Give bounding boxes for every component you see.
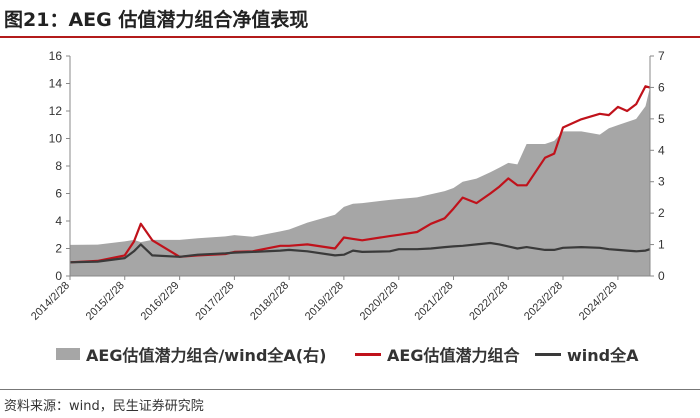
ratio-area-layer <box>70 87 650 277</box>
legend-swatch-ratio <box>56 348 80 360</box>
left-axis-tick-label: 16 <box>49 49 63 63</box>
x-axis-tick-label: 2018/2/28 <box>248 280 291 323</box>
legend-item-benchmark: wind全A <box>535 340 639 368</box>
right-axis-tick-label: 7 <box>658 49 665 63</box>
x-axis-tick-label: 2014/2/28 <box>29 280 72 323</box>
chart-title: 图21：AEG 估值潜力组合净值表现 <box>4 9 309 31</box>
source-divider <box>0 389 700 390</box>
x-axis-tick-label: 2020/2/29 <box>358 280 401 323</box>
legend-item-portfolio: AEG估值潜力组合 <box>355 340 519 368</box>
left-axis-tick-label: 2 <box>55 242 62 256</box>
left-axis-tick-label: 6 <box>55 187 62 201</box>
x-axis-tick-label: 2024/2/29 <box>577 280 620 323</box>
title-bar: 图21：AEG 估值潜力组合净值表现 <box>0 0 700 38</box>
legend-item-ratio: AEG估值潜力组合/wind全A(右) <box>56 340 326 368</box>
x-axis-tick-label: 2019/2/28 <box>303 280 346 323</box>
x-axis-tick-label: 2015/2/28 <box>84 280 127 323</box>
left-axis-tick-label: 12 <box>49 104 63 118</box>
legend-swatch-benchmark <box>535 352 561 356</box>
left-axis-tick-label: 14 <box>49 77 63 91</box>
x-axis-tick-label: 2022/2/28 <box>467 280 510 323</box>
right-axis-tick-label: 5 <box>658 112 665 126</box>
x-axis-tick-label: 2023/2/28 <box>522 280 565 323</box>
legend-swatch-portfolio <box>355 352 381 356</box>
right-axis-tick-label: 0 <box>658 269 665 283</box>
legend-label-ratio: AEG估值潜力组合/wind全A(右) <box>86 346 327 365</box>
x-axis-tick-label: 2016/2/29 <box>139 280 182 323</box>
right-axis-tick-label: 2 <box>658 206 665 220</box>
series-ratio-area <box>70 87 650 277</box>
right-axis-tick-label: 3 <box>658 175 665 189</box>
right-axis-tick-label: 4 <box>658 143 665 157</box>
legend-label-benchmark: wind全A <box>567 346 639 365</box>
right-axis-tick-label: 1 <box>658 238 665 252</box>
x-axis-tick-label: 2017/2/28 <box>193 280 236 323</box>
source-note: 资料来源：wind，民生证券研究院 <box>4 399 204 414</box>
left-axis-tick-label: 4 <box>55 214 62 228</box>
series-benchmark-line <box>69 241 651 264</box>
left-axis-tick-label: 0 <box>55 269 62 283</box>
line-series-layer <box>69 85 651 264</box>
right-axis-tick-label: 6 <box>658 80 665 94</box>
left-axis-tick-label: 8 <box>55 159 62 173</box>
legend-label-portfolio: AEG估值潜力组合 <box>387 346 520 365</box>
title-underline <box>0 36 700 38</box>
left-axis-tick-label: 10 <box>49 132 63 146</box>
x-axis-tick-label: 2021/2/28 <box>413 280 456 323</box>
legend: AEG估值潜力组合/wind全A(右) AEG估值潜力组合 wind全A <box>0 340 700 368</box>
